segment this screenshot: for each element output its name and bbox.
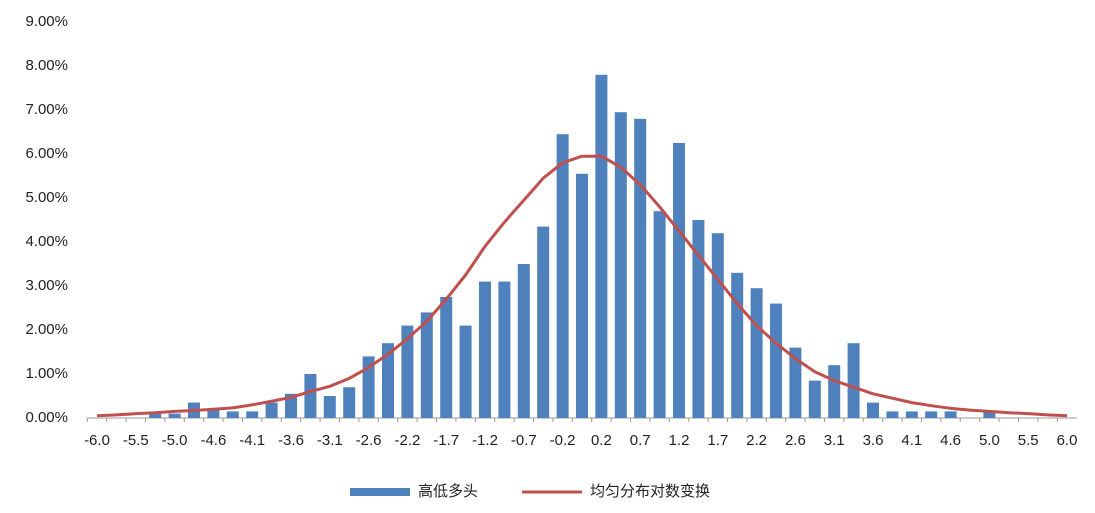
bar xyxy=(847,343,860,418)
x-tick-label: -4.6 xyxy=(200,432,226,449)
x-tick-label: 1.2 xyxy=(669,432,690,449)
bar xyxy=(362,356,375,418)
bar xyxy=(265,402,278,418)
y-tick-label: 1.00% xyxy=(25,365,68,382)
bar xyxy=(595,74,608,419)
bar xyxy=(246,411,259,418)
y-tick-label: 7.00% xyxy=(25,101,68,118)
legend-swatch xyxy=(350,488,410,496)
x-tick-label: 3.6 xyxy=(863,432,884,449)
bar xyxy=(789,347,802,418)
line xyxy=(96,154,1068,418)
bar xyxy=(226,411,239,418)
bar xyxy=(886,411,899,418)
x-tick-label: 3.1 xyxy=(824,432,845,449)
x-tick-label: -3.1 xyxy=(317,432,343,449)
bar xyxy=(983,411,996,418)
bar xyxy=(576,173,588,418)
bar xyxy=(304,374,317,418)
y-tick-label: 9.00% xyxy=(25,13,68,30)
y-tick-label: 4.00% xyxy=(25,233,68,250)
bar xyxy=(537,226,550,418)
bar xyxy=(149,413,162,418)
bar xyxy=(401,325,414,418)
bar xyxy=(459,325,472,418)
x-tick-label: 6.0 xyxy=(1057,432,1078,449)
bar xyxy=(673,143,685,418)
x-tick-label: -5.5 xyxy=(123,432,149,449)
bar xyxy=(285,393,297,418)
y-tick-label: 8.00% xyxy=(25,57,68,74)
bar xyxy=(692,220,705,418)
bar xyxy=(828,365,841,418)
bar xyxy=(343,387,356,418)
bar xyxy=(440,297,453,418)
bar xyxy=(808,380,821,418)
bar xyxy=(867,402,879,418)
x-tick-label: 2.2 xyxy=(746,432,767,449)
x-tick-label: -2.6 xyxy=(356,432,382,449)
bar xyxy=(168,413,181,418)
bar xyxy=(207,409,220,418)
bar xyxy=(653,211,666,418)
bar xyxy=(498,281,511,418)
x-tick-label: 4.6 xyxy=(940,432,961,449)
x-tick-label: 5.5 xyxy=(1018,432,1039,449)
y-tick-label: 6.00% xyxy=(25,145,68,162)
legend-label: 高低多头 xyxy=(418,483,478,500)
bar xyxy=(944,411,957,418)
bar xyxy=(731,272,744,418)
bar xyxy=(634,118,647,419)
bar xyxy=(770,303,782,418)
x-tick-label: 1.7 xyxy=(707,432,728,449)
legend-label: 均匀分布对数变换 xyxy=(590,483,710,500)
x-tick-label: -3.6 xyxy=(278,432,304,449)
bar xyxy=(556,134,569,418)
y-tick-label: 3.00% xyxy=(25,277,68,294)
bar xyxy=(420,312,433,418)
x-tick-label: 0.7 xyxy=(630,432,651,449)
bar xyxy=(750,288,763,418)
x-tick-label: 0.2 xyxy=(591,432,612,449)
x-tick-label: 2.6 xyxy=(785,432,806,449)
x-tick-label: -0.7 xyxy=(511,432,537,449)
x-tick-label: -6.0 xyxy=(84,432,110,449)
bar xyxy=(479,281,491,418)
y-tick-label: 2.00% xyxy=(25,321,68,338)
bar xyxy=(517,264,530,418)
x-tick-label: -2.2 xyxy=(394,432,420,449)
bar xyxy=(711,233,724,418)
bar xyxy=(382,343,394,418)
bar xyxy=(614,112,627,418)
x-tick-label: -1.2 xyxy=(472,432,498,449)
bar xyxy=(905,411,918,418)
bar xyxy=(323,396,336,418)
y-tick-label: 5.00% xyxy=(25,189,68,206)
x-tick-label: -4.1 xyxy=(239,432,265,449)
x-tick-label: 5.0 xyxy=(979,432,1000,449)
x-tick-label: 4.1 xyxy=(901,432,922,449)
x-tick-label: -1.7 xyxy=(433,432,459,449)
bar xyxy=(925,411,938,418)
x-tick-label: -0.2 xyxy=(550,432,576,449)
y-tick-label: 0.00% xyxy=(25,409,68,426)
x-tick-label: -5.0 xyxy=(162,432,188,449)
